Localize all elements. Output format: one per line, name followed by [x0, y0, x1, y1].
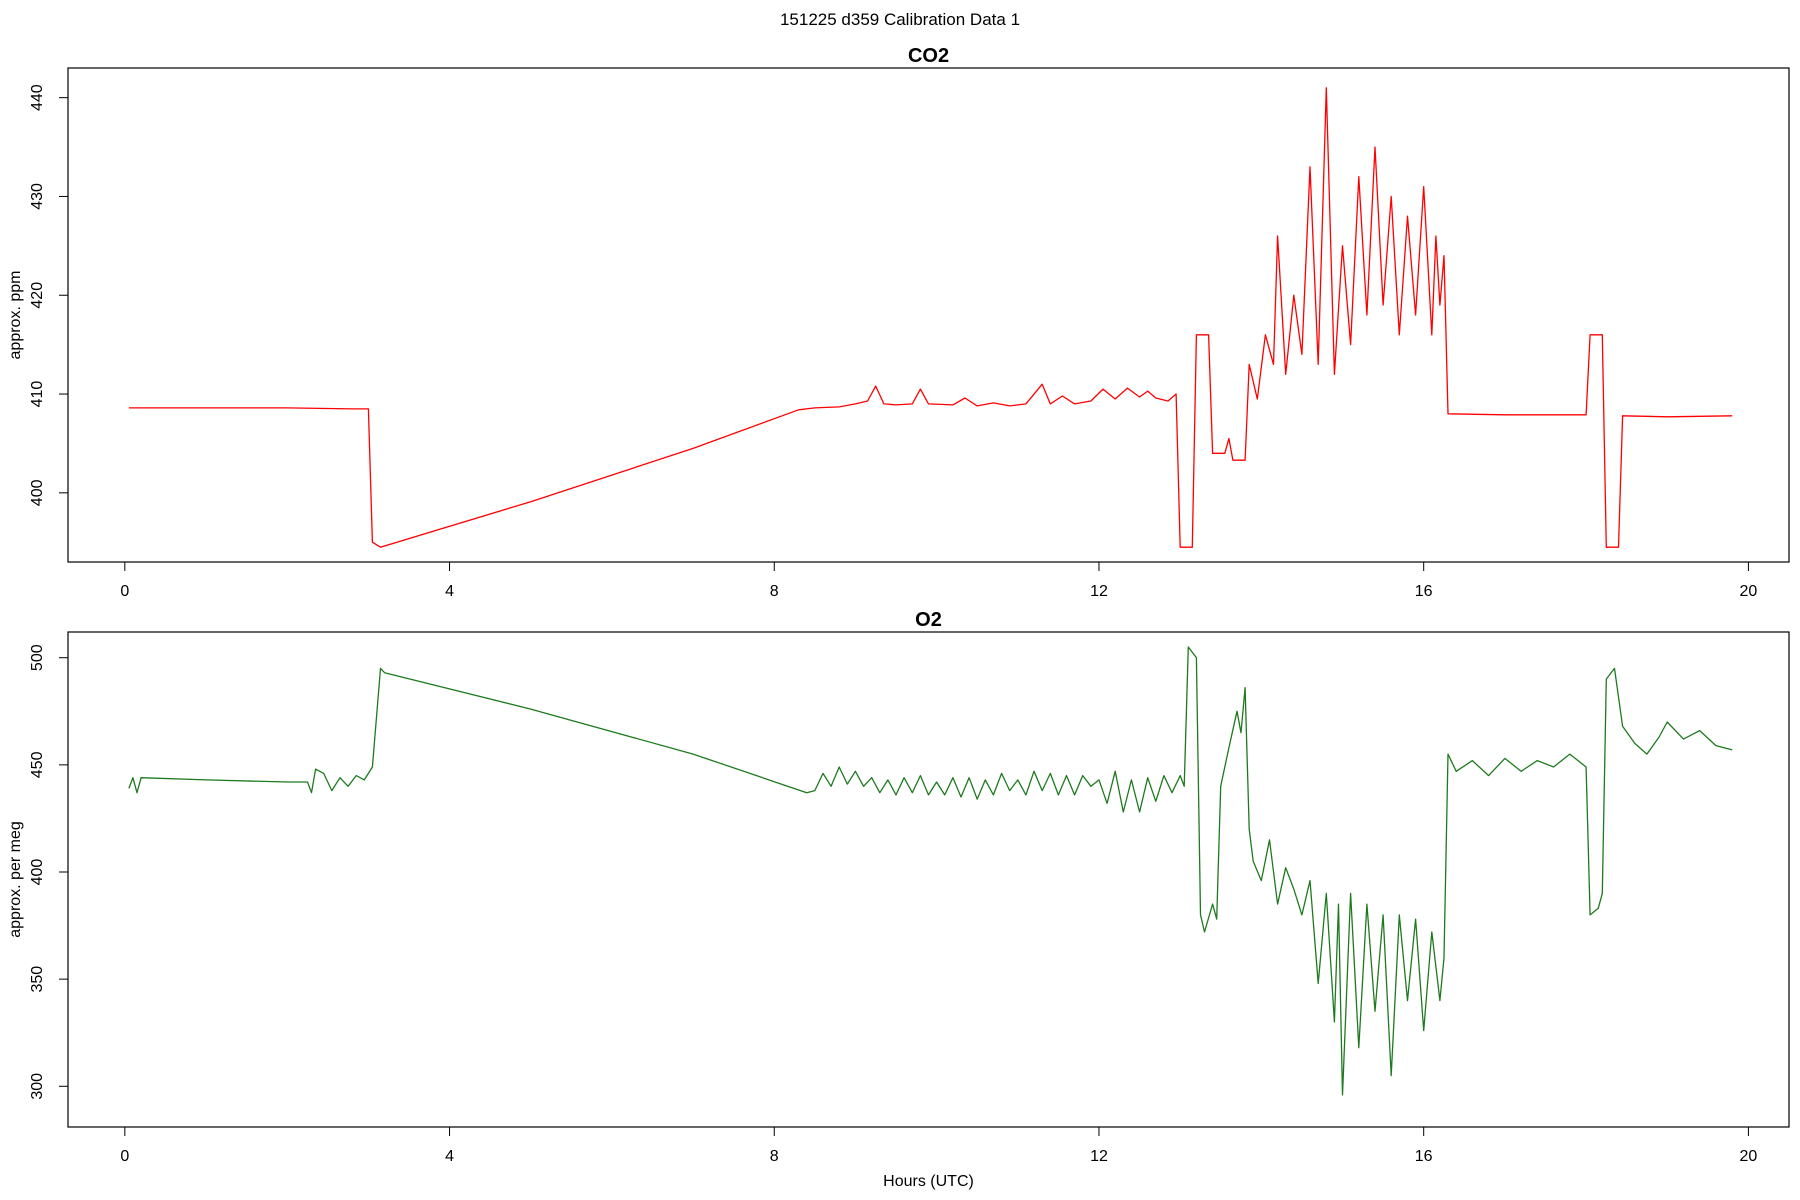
co2-x-tick-label: 12	[1090, 583, 1108, 600]
o2-y-tick-label: 500	[29, 644, 46, 671]
o2-x-tick-label: 20	[1740, 1148, 1758, 1165]
o2-plot-frame	[67, 631, 1790, 1128]
o2-chart-title: O2	[915, 609, 942, 631]
figure-title: 151225 d359 Calibration Data 1	[779, 10, 1021, 29]
co2-y-axis-label: approx. ppm	[7, 271, 24, 360]
o2-y-tick-label: 450	[29, 751, 46, 778]
co2-y-tick-label: 410	[29, 381, 46, 408]
co2-plot-frame	[67, 67, 1790, 563]
co2-x-tick-label: 8	[770, 583, 779, 600]
co2-x-tick-label: 4	[445, 583, 454, 600]
co2-series-line	[128, 87, 1733, 548]
co2-x-tick-label: 0	[120, 583, 129, 600]
co2-x-tick-label: 16	[1415, 583, 1433, 600]
o2-series-line	[128, 646, 1733, 1096]
co2-x-tick-label: 20	[1740, 583, 1758, 600]
co2-y-tick-label: 420	[29, 282, 46, 309]
co2-chart-title: CO2	[908, 45, 949, 67]
o2-x-tick-label: 12	[1090, 1148, 1108, 1165]
o2-panel: O2 0 4 8 12 16 20 300 350 400 450 500 approx. per me…	[7, 609, 1790, 1190]
o2-y-tick-label: 400	[29, 859, 46, 886]
co2-y-tick-label: 400	[29, 479, 46, 506]
o2-y-tick-label: 300	[29, 1073, 46, 1100]
o2-y-axis-label: approx. per meg	[7, 821, 24, 938]
co2-panel: CO2 0 4 8 12 16 20 400 410 420 430 440 approx. ppm	[7, 45, 1790, 600]
o2-x-tick-label: 8	[770, 1148, 779, 1165]
o2-x-tick-label: 4	[445, 1148, 454, 1165]
o2-x-axis-label: Hours (UTC)	[883, 1173, 974, 1190]
o2-y-tick-label: 350	[29, 966, 46, 993]
o2-x-tick-label: 0	[120, 1148, 129, 1165]
co2-y-tick-label: 440	[29, 84, 46, 111]
o2-x-tick-label: 16	[1415, 1148, 1433, 1165]
co2-y-tick-label: 430	[29, 183, 46, 210]
